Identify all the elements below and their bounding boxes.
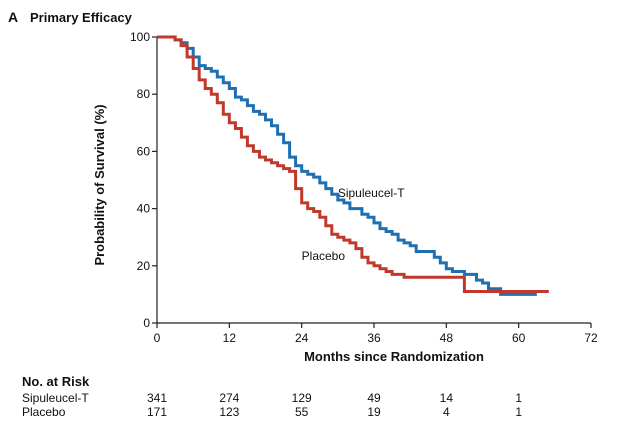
panel-title: Primary Efficacy [30, 10, 133, 25]
x-tick-label: 36 [367, 331, 381, 345]
risk-value-placebo: 4 [443, 405, 450, 419]
y-axis-title: Probability of Survival (%) [92, 104, 107, 265]
risk-value-placebo: 55 [295, 405, 309, 419]
x-tick-label: 0 [154, 331, 161, 345]
risk-value-sipuleucel-t: 129 [292, 391, 312, 405]
x-tick-label: 12 [223, 331, 237, 345]
x-axis-title: Months since Randomization [304, 349, 484, 364]
x-tick-label: 24 [295, 331, 309, 345]
risk-value-sipuleucel-t: 1 [515, 391, 522, 405]
x-tick-label: 48 [440, 331, 454, 345]
risk-value-placebo: 19 [367, 405, 381, 419]
series-line-sipuleucel-t [157, 35, 537, 296]
y-tick-label: 20 [137, 259, 151, 273]
series-line-placebo [157, 35, 549, 293]
risk-row-label-placebo: Placebo [22, 405, 66, 419]
panel-letter: A [8, 9, 18, 25]
risk-value-sipuleucel-t: 14 [440, 391, 454, 405]
risk-value-placebo: 171 [147, 405, 167, 419]
risk-value-placebo: 1 [515, 405, 522, 419]
y-tick-label: 0 [143, 316, 150, 330]
risk-value-placebo: 123 [219, 405, 239, 419]
risk-value-sipuleucel-t: 341 [147, 391, 167, 405]
plot-area: 0 20 40 60 80 100 0 12 24 36 48 60 72 Sipuleucel-T Pla… [130, 30, 598, 345]
risk-table-title: No. at Risk [22, 374, 90, 389]
y-tick-label: 40 [137, 202, 151, 216]
series-annotation-sipuleucel-t: Sipuleucel-T [338, 186, 405, 200]
risk-value-sipuleucel-t: 49 [367, 391, 381, 405]
series-annotation-placebo: Placebo [302, 249, 346, 263]
x-tick-label: 60 [512, 331, 526, 345]
y-tick-label: 60 [137, 144, 151, 158]
y-tick-label: 100 [130, 30, 150, 44]
y-tick-label: 80 [137, 87, 151, 101]
risk-value-sipuleucel-t: 274 [219, 391, 239, 405]
risk-row-label-sipuleucel: Sipuleucel-T [22, 391, 89, 405]
risk-table: No. at Risk Sipuleucel-T Placebo 341 274 1… [22, 374, 522, 419]
x-tick-label: 72 [584, 331, 598, 345]
